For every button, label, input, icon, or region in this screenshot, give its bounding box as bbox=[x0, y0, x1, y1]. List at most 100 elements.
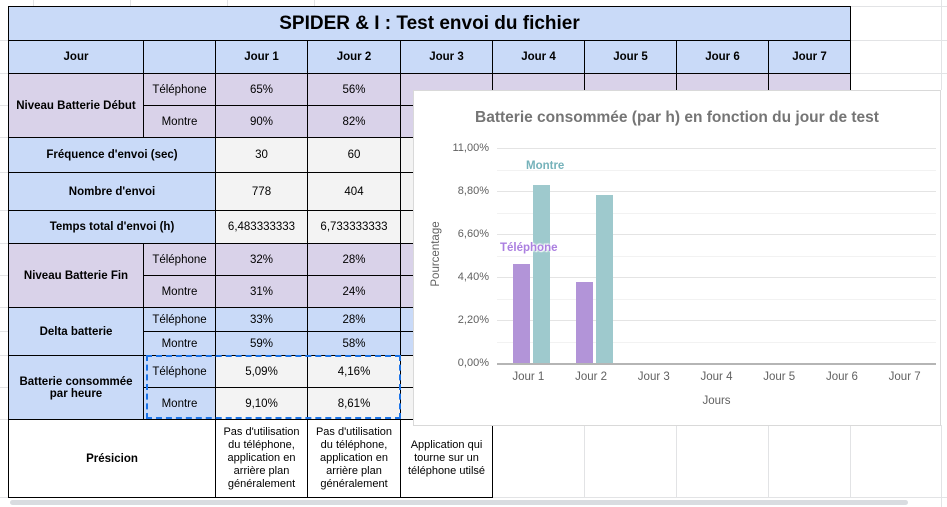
sublabel-debut-montre[interactable]: Montre bbox=[144, 106, 216, 138]
chart-gridline-major bbox=[497, 320, 936, 321]
cell-fin-montre-j2[interactable]: 24% bbox=[308, 276, 401, 308]
cell-debut-tel-j1[interactable]: 65% bbox=[216, 74, 308, 106]
chart-gridline-major bbox=[497, 148, 936, 149]
cell-temps-j2[interactable]: 6,733333333 bbox=[308, 211, 401, 244]
gridline bbox=[0, 355, 8, 356]
series-label-telephone: Téléphone bbox=[500, 242, 558, 254]
gridline bbox=[0, 497, 8, 498]
cell-conso-montre-j2[interactable]: 8,61% bbox=[308, 388, 401, 420]
chart-panel[interactable]: Batterie consommée (par h) en fonction d… bbox=[413, 90, 941, 426]
gridline bbox=[130, 0, 131, 6]
header-jour-6[interactable]: Jour 6 bbox=[677, 41, 769, 74]
cell-nombre-j1[interactable]: 778 bbox=[216, 173, 308, 211]
sublabel-fin-montre[interactable]: Montre bbox=[144, 276, 216, 308]
cell-presicion-j1[interactable]: Pas d'utilisation du téléphone, applicat… bbox=[216, 420, 308, 498]
row-label-temps[interactable]: Temps total d'envoi (h) bbox=[9, 211, 216, 244]
row-label-nombre[interactable]: Nombre d'envoi bbox=[9, 173, 216, 211]
cell-nombre-j2[interactable]: 404 bbox=[308, 173, 401, 211]
row-label-batterie-debut[interactable]: Niveau Batterie Début bbox=[9, 74, 144, 138]
cell-temps-j1[interactable]: 6,483333333 bbox=[216, 211, 308, 244]
cell-delta-tel-j2[interactable]: 28% bbox=[308, 308, 401, 332]
gridline bbox=[0, 387, 8, 388]
gridline bbox=[0, 275, 8, 276]
empty-cell[interactable] bbox=[769, 420, 851, 498]
x-tick-label: Jour 2 bbox=[575, 371, 608, 383]
cell-fin-montre-j1[interactable]: 31% bbox=[216, 276, 308, 308]
gridline bbox=[0, 331, 8, 332]
cell-conso-montre-j1[interactable]: 9,10% bbox=[216, 388, 308, 420]
bar-montre-2[interactable] bbox=[596, 194, 614, 363]
chart-gridline-minor bbox=[497, 298, 936, 300]
cell-fin-tel-j2[interactable]: 28% bbox=[308, 244, 401, 276]
cell-presicion-j2[interactable]: Pas d'utilisation du téléphone, applicat… bbox=[308, 420, 401, 498]
sheet-title-cell[interactable]: SPIDER & I : Test envoi du fichier bbox=[9, 7, 851, 41]
cell-fin-tel-j1[interactable]: 32% bbox=[216, 244, 308, 276]
cell-conso-tel-j1[interactable]: 5,09% bbox=[216, 356, 308, 388]
cell-debut-montre-j1[interactable]: 90% bbox=[216, 106, 308, 138]
sublabel-fin-telephone[interactable]: Téléphone bbox=[144, 244, 216, 276]
y-tick-label: 2,20% bbox=[457, 314, 489, 326]
header-jour-7[interactable]: Jour 7 bbox=[769, 41, 851, 74]
chart-gridline-minor bbox=[497, 169, 936, 171]
gridline bbox=[0, 307, 8, 308]
sublabel-conso-montre[interactable]: Montre bbox=[144, 388, 216, 420]
chart-gridline-minor bbox=[497, 341, 936, 343]
x-tick-label: Jour 4 bbox=[700, 371, 733, 383]
horizontal-scrollbar[interactable] bbox=[10, 500, 908, 505]
chart-gridline-minor bbox=[497, 212, 936, 214]
cell-delta-montre-j1[interactable]: 59% bbox=[216, 332, 308, 356]
sublabel-delta-montre[interactable]: Montre bbox=[144, 332, 216, 356]
x-tick-label: Jour 5 bbox=[763, 371, 796, 383]
x-tick-label: Jour 3 bbox=[637, 371, 670, 383]
cell-debut-montre-j2[interactable]: 82% bbox=[308, 106, 401, 138]
gridline bbox=[0, 137, 8, 138]
header-jour-2[interactable]: Jour 2 bbox=[308, 41, 401, 74]
x-tick-label: Jour 6 bbox=[825, 371, 858, 383]
series-label-montre: Montre bbox=[526, 160, 565, 172]
chart-gridline-major bbox=[497, 191, 936, 192]
header-jour-4[interactable]: Jour 4 bbox=[493, 41, 585, 74]
cell-presicion-j3[interactable]: Application qui tourne sur un téléphone … bbox=[401, 420, 493, 498]
row-label-presicion[interactable]: Présicion bbox=[9, 420, 216, 498]
empty-cell[interactable] bbox=[493, 420, 585, 498]
row-label-frequence[interactable]: Fréquence d'envoi (sec) bbox=[9, 138, 216, 173]
gridline bbox=[850, 40, 947, 41]
bar-montre-1[interactable] bbox=[533, 185, 551, 363]
header-blank-cell[interactable] bbox=[144, 41, 216, 74]
cell-debut-tel-j2[interactable]: 56% bbox=[308, 74, 401, 106]
header-jour-label[interactable]: Jour bbox=[9, 41, 144, 74]
row-label-conso[interactable]: Batterie consommée par heure bbox=[9, 356, 144, 420]
chart-gridline-minor bbox=[497, 255, 936, 257]
empty-cell[interactable] bbox=[677, 420, 769, 498]
y-tick-label: 8,80% bbox=[457, 185, 489, 197]
x-axis-title: Jours bbox=[702, 395, 731, 407]
y-tick-label: 6,60% bbox=[457, 228, 489, 240]
cell-conso-tel-j2[interactable]: 4,16% bbox=[308, 356, 401, 388]
gridline bbox=[850, 73, 947, 74]
gridline bbox=[33, 0, 34, 6]
row-label-delta[interactable]: Delta batterie bbox=[9, 308, 144, 356]
gridline bbox=[0, 172, 8, 173]
bar-telephone-1[interactable] bbox=[513, 263, 531, 363]
cell-frequence-j2[interactable]: 60 bbox=[308, 138, 401, 173]
header-jour-1[interactable]: Jour 1 bbox=[216, 41, 308, 74]
sublabel-debut-telephone[interactable]: Téléphone bbox=[144, 74, 216, 106]
header-jour-5[interactable]: Jour 5 bbox=[585, 41, 677, 74]
cell-delta-tel-j1[interactable]: 33% bbox=[216, 308, 308, 332]
sublabel-conso-telephone[interactable]: Téléphone bbox=[144, 356, 216, 388]
chart-gridline-major bbox=[497, 363, 936, 365]
x-tick-label: Jour 1 bbox=[512, 371, 545, 383]
header-jour-3[interactable]: Jour 3 bbox=[401, 41, 493, 74]
gridline bbox=[0, 105, 8, 106]
gridline bbox=[941, 0, 942, 90]
y-tick-label: 11,00% bbox=[452, 142, 490, 154]
sublabel-delta-telephone[interactable]: Téléphone bbox=[144, 308, 216, 332]
row-label-batterie-fin[interactable]: Niveau Batterie Fin bbox=[9, 244, 144, 308]
empty-cell[interactable] bbox=[585, 420, 677, 498]
cell-delta-montre-j2[interactable]: 58% bbox=[308, 332, 401, 356]
gridline bbox=[227, 0, 228, 6]
bar-telephone-2[interactable] bbox=[576, 281, 594, 363]
cell-frequence-j1[interactable]: 30 bbox=[216, 138, 308, 173]
chart-plot: Jours 0,00% 2,20% 4,40% 6,60% 8,80% 11,00% Jou… bbox=[453, 142, 936, 407]
gridline bbox=[314, 0, 315, 6]
